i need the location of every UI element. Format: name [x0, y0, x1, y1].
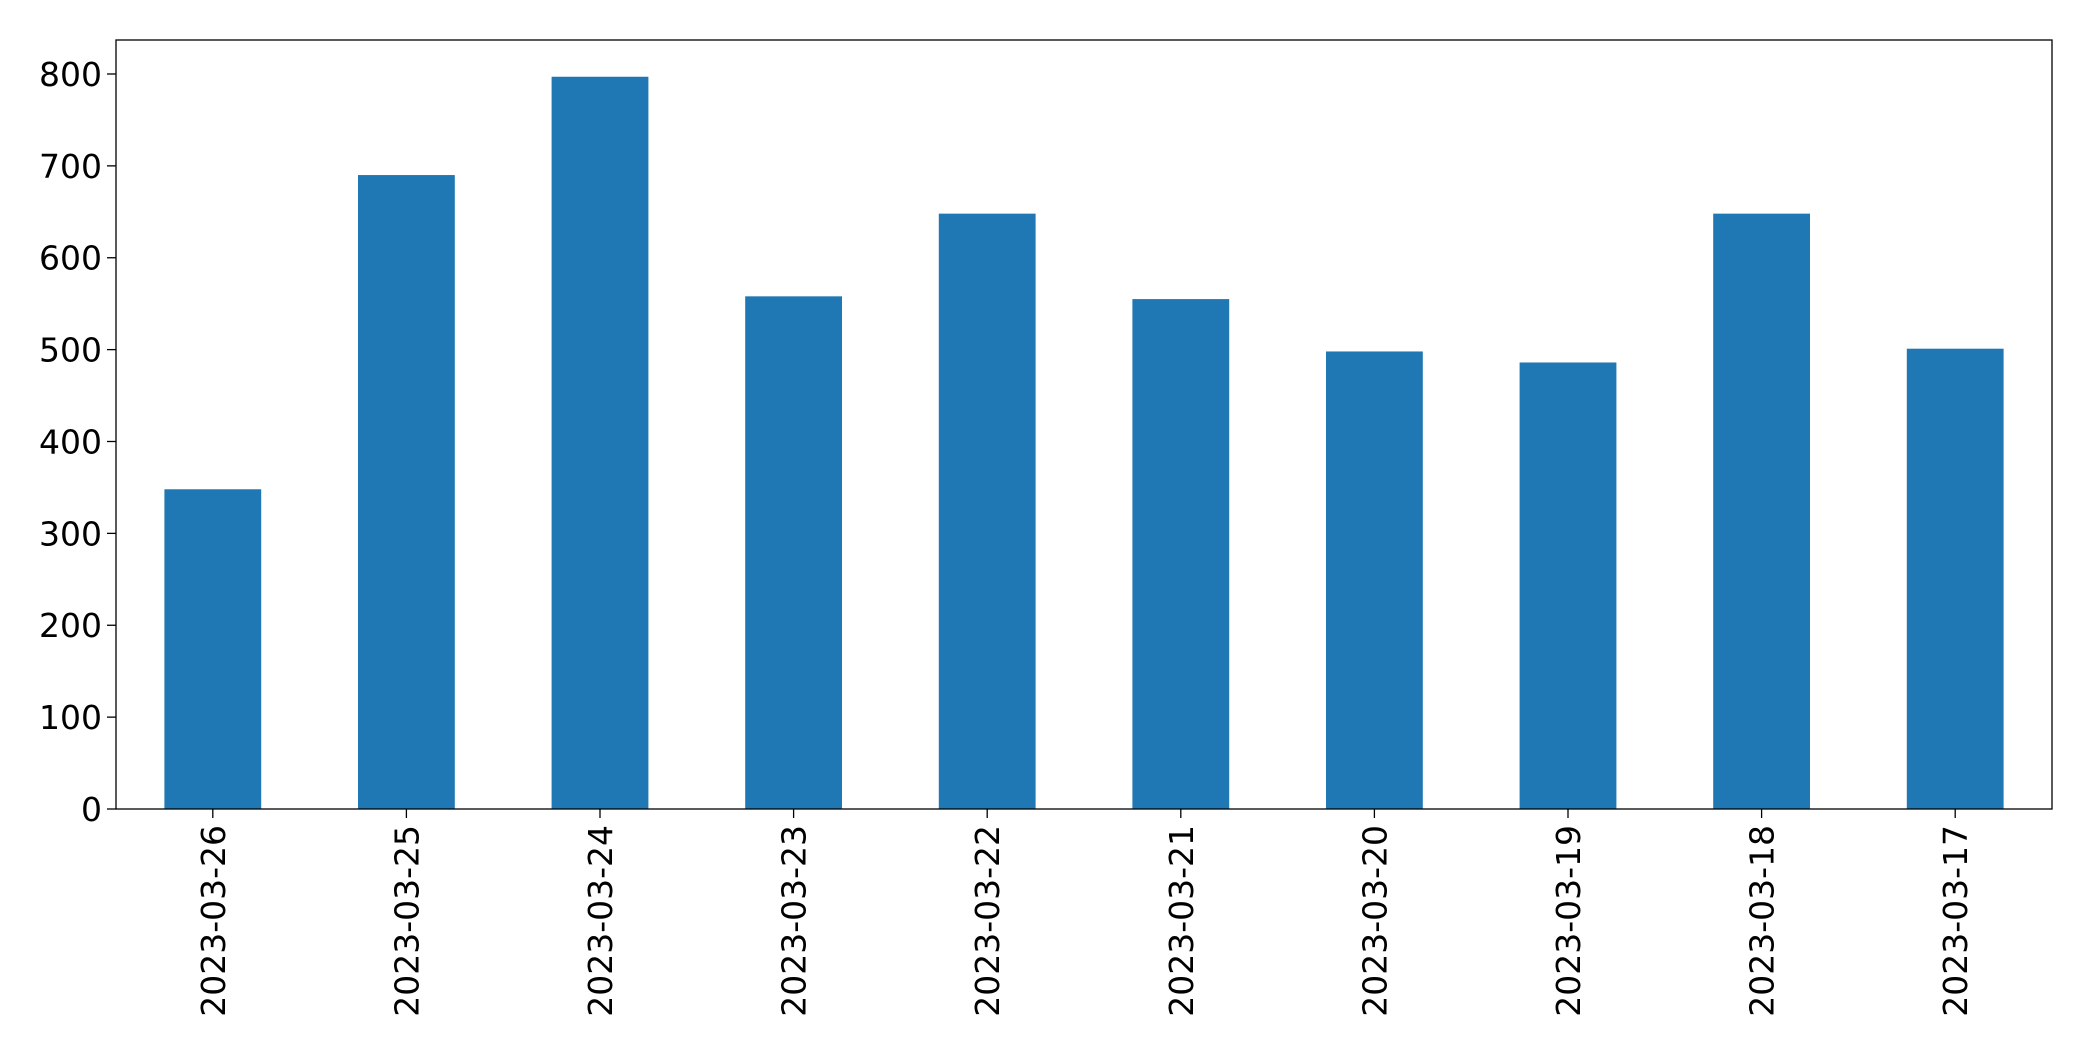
- x-tick-label: 2023-03-25: [387, 825, 426, 1017]
- y-tick-label: 300: [39, 514, 102, 553]
- y-tick-label: 100: [39, 698, 102, 737]
- y-tick-label: 800: [39, 55, 102, 94]
- bar: [1713, 213, 1810, 810]
- bar: [1906, 348, 2004, 809]
- plot-frame: [115, 39, 2053, 810]
- bar: [1326, 351, 1423, 809]
- y-tick-label: 700: [39, 147, 102, 186]
- x-tick-label: 2023-03-21: [1162, 825, 1201, 1017]
- bar: [164, 489, 262, 809]
- bar: [745, 296, 842, 809]
- x-tick-label: 2023-03-19: [1549, 825, 1588, 1017]
- bar: [1519, 362, 1617, 809]
- x-tick-label: 2023-03-26: [194, 825, 233, 1017]
- x-tick-label: 2023-03-17: [1936, 825, 1975, 1017]
- y-tick-label: 0: [81, 790, 102, 829]
- bar: [1132, 299, 1230, 809]
- x-tick-label: 2023-03-22: [968, 825, 1007, 1017]
- x-tick-label: 2023-03-20: [1355, 825, 1394, 1017]
- x-tick-label: 2023-03-18: [1743, 825, 1782, 1017]
- bar: [551, 76, 649, 809]
- x-tick-label: 2023-03-24: [581, 825, 620, 1017]
- y-tick-label: 600: [39, 239, 102, 278]
- y-tick-label: 200: [39, 606, 102, 645]
- y-tick-label: 400: [39, 422, 102, 461]
- bar: [358, 175, 455, 809]
- bar: [938, 213, 1036, 810]
- x-tick-label: 2023-03-23: [775, 825, 814, 1017]
- y-tick-label: 500: [39, 331, 102, 370]
